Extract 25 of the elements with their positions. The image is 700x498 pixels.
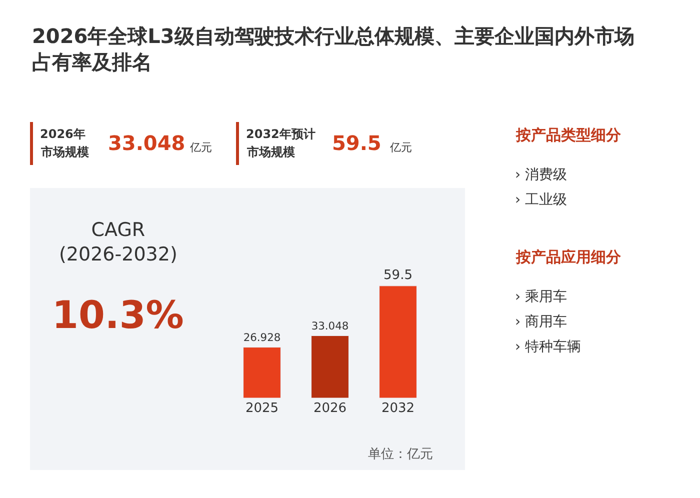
data-label: 26.928 bbox=[243, 330, 281, 344]
text: 市场规模 bbox=[246, 145, 295, 159]
x-tick-label: 2032 bbox=[381, 401, 415, 416]
text: 亿元 bbox=[189, 141, 212, 154]
text: › 乘用车 bbox=[515, 289, 568, 305]
x-tick-label: 2025 bbox=[245, 401, 279, 416]
text: 33.048 bbox=[108, 131, 186, 155]
text: 10.3% bbox=[52, 293, 184, 337]
text: 按产品应用细分 bbox=[515, 248, 622, 266]
chart-title: 2026年全球L3级自动驾驶技术行业总体规模、主要企业国内外市场占有率及排名 bbox=[32, 24, 634, 74]
text: 市场规模 bbox=[40, 145, 89, 159]
text: CAGR (2026-2032) bbox=[59, 219, 178, 266]
text: 亿元 bbox=[389, 141, 412, 154]
text: › 商用车 bbox=[515, 314, 568, 330]
text: › 工业级 bbox=[515, 192, 568, 208]
data-label: 33.048 bbox=[311, 319, 349, 332]
x-tick-label: 2026 bbox=[313, 401, 347, 416]
text: 2026年 bbox=[40, 127, 86, 141]
text: 2032年预计 bbox=[246, 127, 316, 141]
text: 单位：亿元 bbox=[368, 447, 433, 462]
data-label: 59.5 bbox=[384, 268, 412, 283]
text: › 消费级 bbox=[515, 167, 568, 183]
text: 59.5 bbox=[332, 131, 382, 155]
text: › 特种车辆 bbox=[515, 339, 582, 355]
text: 按产品类型细分 bbox=[515, 126, 622, 144]
